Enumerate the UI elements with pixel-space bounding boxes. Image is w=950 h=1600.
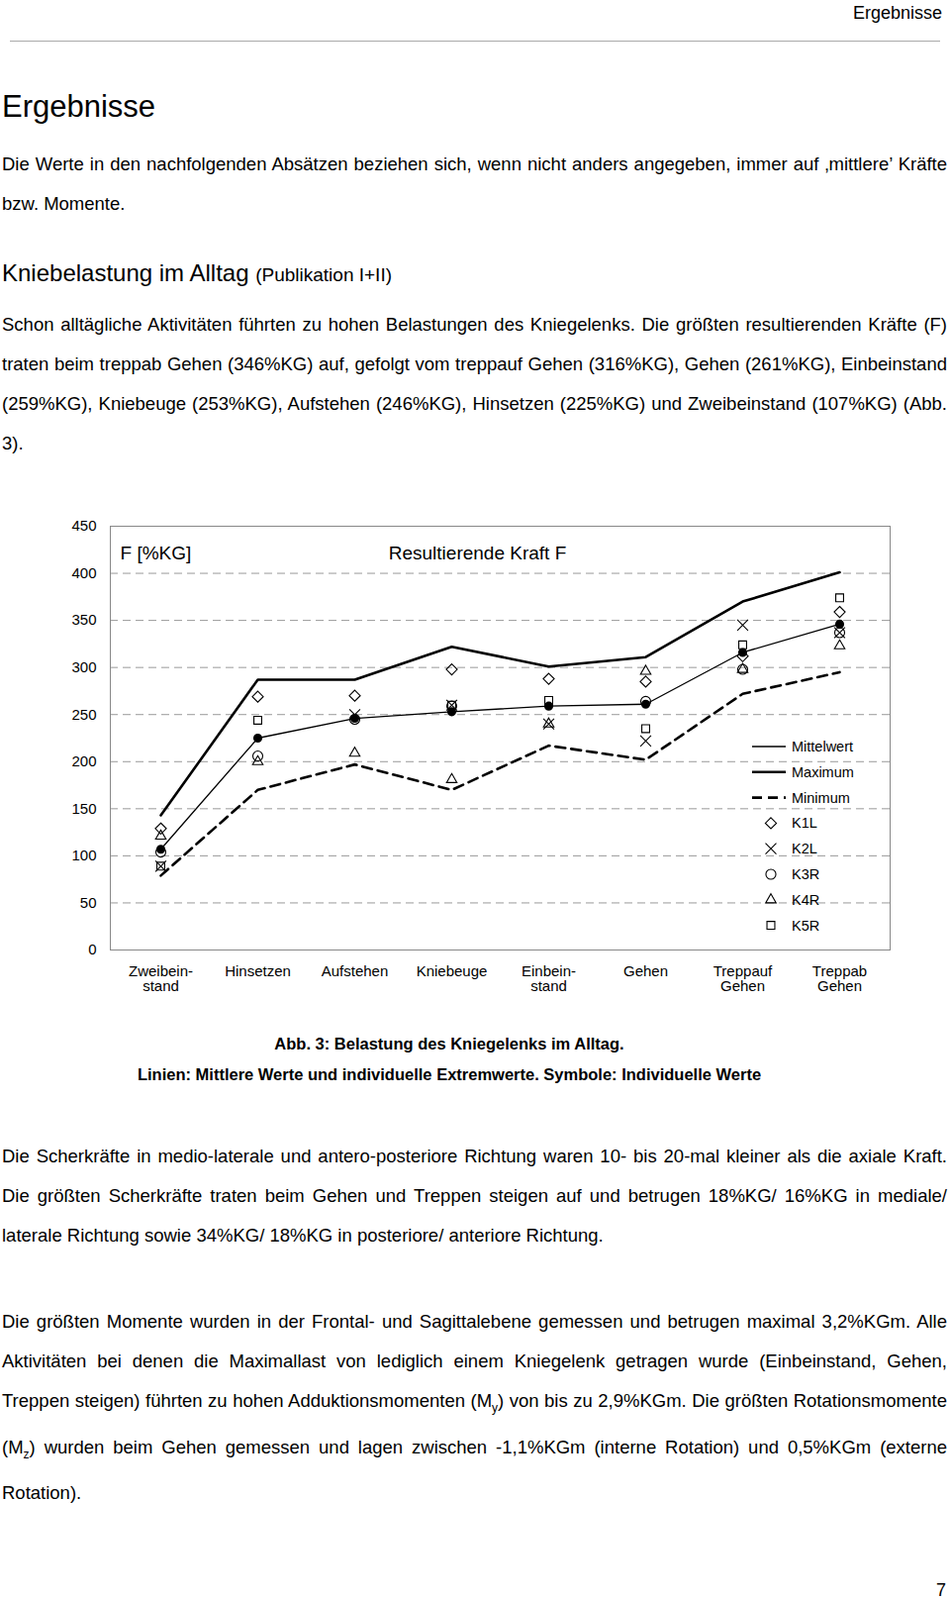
svg-text:0: 0 — [88, 940, 96, 957]
html-text:Linien: Mittlere Werte und ind: Linien: Mittlere Werte und individuelle … — [137, 1064, 762, 1083]
html-text:Die größten Momente wurden in: Die größten Momente wurden in der Fronta… — [1, 1310, 948, 1503]
svg-text:150: 150 — [71, 799, 96, 817]
html-text:Ergebnisse: Ergebnisse — [852, 2, 943, 23]
svg-text:250: 250 — [71, 705, 96, 723]
html-text:Ergebnisse: Ergebnisse — [1, 89, 156, 124]
svg-text:Mittelwert: Mittelwert — [791, 738, 854, 755]
svg-text:K1L: K1L — [791, 814, 818, 831]
svg-text:Hinsetzen: Hinsetzen — [224, 961, 291, 979]
html-text:Abb. 3: Belastung des Kniegele: Abb. 3: Belastung des Kniegelenks im All… — [274, 1034, 625, 1052]
svg-text:50: 50 — [80, 893, 97, 911]
html-text:Die Scherkräfte in medio-later: Die Scherkräfte in medio-laterale und an… — [1, 1144, 948, 1245]
svg-text:K5R: K5R — [791, 917, 820, 934]
svg-text:TreppaufGehen: TreppaufGehen — [713, 961, 773, 994]
svg-text:Resultierende Kraft F: Resultierende Kraft F — [388, 542, 568, 564]
svg-text:K2L: K2L — [791, 840, 818, 856]
svg-text:100: 100 — [71, 846, 96, 863]
svg-text:Aufstehen: Aufstehen — [321, 961, 389, 979]
svg-text:Einbein-stand: Einbein-stand — [521, 961, 576, 994]
svg-text:K4R: K4R — [791, 891, 820, 908]
svg-text:Kniebeuge: Kniebeuge — [416, 961, 488, 979]
svg-text:Minimum: Minimum — [791, 789, 851, 806]
svg-text:450: 450 — [71, 516, 96, 534]
html-text:Die Werte in den nachfolgenden: Die Werte in den nachfolgenden Absätzen … — [1, 153, 948, 214]
svg-text:K3R: K3R — [791, 865, 820, 882]
svg-text:F [%KG]: F [%KG] — [120, 542, 192, 564]
svg-text:400: 400 — [71, 564, 96, 581]
svg-text:Zweibein-stand: Zweibein-stand — [128, 961, 193, 994]
html-text:Kniebelastung im Alltag(Publik: Kniebelastung im Alltag(Publikation I+II… — [1, 259, 392, 286]
html-text:Schon alltägliche Aktivitäten: Schon alltägliche Aktivitäten führten zu… — [1, 313, 948, 454]
svg-text:Gehen: Gehen — [623, 961, 668, 979]
svg-text:200: 200 — [71, 752, 96, 769]
svg-text:350: 350 — [71, 610, 96, 628]
svg-text:300: 300 — [71, 658, 96, 675]
svg-text:TreppabGehen: TreppabGehen — [812, 961, 867, 994]
svg-text:Maximum: Maximum — [791, 763, 855, 780]
html-text:7: 7 — [936, 1579, 947, 1600]
